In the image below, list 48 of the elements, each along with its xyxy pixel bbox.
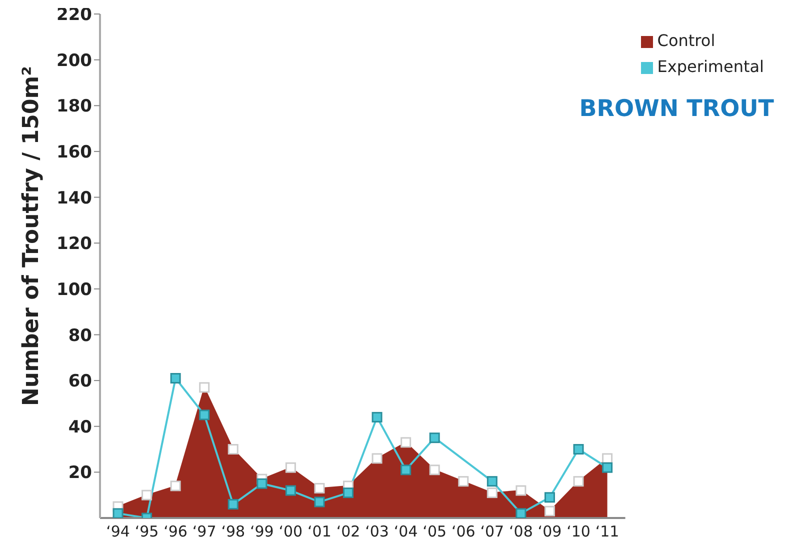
x-tick-label: ‘06 — [451, 522, 476, 541]
x-tick-label: ‘94 — [106, 522, 130, 541]
point — [573, 444, 584, 455]
point — [343, 488, 354, 498]
point — [400, 464, 412, 476]
text: BROWN TROUT — [579, 96, 774, 122]
x-tick-label: ‘99 — [250, 522, 274, 541]
x-tick-label: ‘96 — [164, 522, 188, 541]
y-tick-label: 140 — [56, 188, 92, 208]
point — [170, 373, 181, 384]
x-tick-label: ‘00 — [278, 522, 303, 541]
point — [372, 412, 382, 422]
x-tick-label: ‘07 — [480, 522, 504, 541]
y-tick-label: 160 — [56, 142, 92, 162]
y-tick-label: 200 — [56, 50, 92, 71]
x-tick-label: ‘03 — [365, 522, 389, 541]
x-tick-label: ‘04 — [394, 522, 418, 541]
legend-label: Control — [657, 31, 716, 50]
y-tick-label: 20 — [68, 463, 92, 484]
x-tick-label: ‘05 — [422, 522, 447, 541]
point — [314, 496, 325, 508]
y-tick-label: 40 — [68, 417, 92, 438]
point — [516, 508, 526, 518]
y-tick-label: 80 — [68, 326, 92, 346]
point — [228, 499, 238, 510]
point — [199, 410, 210, 420]
y-tick-label: 180 — [56, 96, 92, 117]
x-tick-label: ‘95 — [134, 522, 159, 541]
x-tick-label: ‘98 — [221, 522, 246, 541]
point — [285, 485, 296, 496]
x-tick-label: ‘97 — [192, 522, 216, 541]
point — [429, 432, 440, 444]
x-tick-label: ‘09 — [538, 522, 562, 541]
y-axis-title: Number of Troutfry / 150m² — [18, 66, 44, 406]
x-tick-label: ‘01 — [308, 522, 332, 541]
legend-label: Experimental — [657, 57, 764, 76]
point — [544, 492, 555, 503]
y-tick-label: 120 — [56, 234, 92, 254]
x-tick-label: ‘08 — [509, 522, 533, 541]
x-tick-label: ‘11 — [595, 522, 620, 541]
y-tick-label: 100 — [56, 280, 92, 300]
point — [112, 508, 124, 518]
point — [256, 478, 268, 489]
x-tick-label: ‘02 — [336, 522, 360, 541]
x-tick-label: ‘10 — [566, 522, 590, 541]
point — [486, 476, 498, 487]
point — [602, 462, 613, 473]
y-tick-label: 60 — [68, 372, 92, 392]
